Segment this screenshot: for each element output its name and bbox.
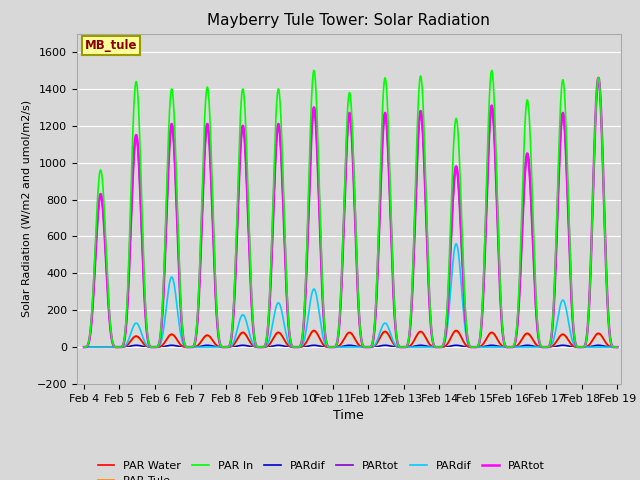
Legend: PAR Water, PAR Tule, PAR In, PARdif, PARtot, PARdif, PARtot: PAR Water, PAR Tule, PAR In, PARdif, PAR… xyxy=(93,456,549,480)
X-axis label: Time: Time xyxy=(333,409,364,422)
Y-axis label: Solar Radiation (W/m2 and umol/m2/s): Solar Radiation (W/m2 and umol/m2/s) xyxy=(21,100,31,317)
Text: MB_tule: MB_tule xyxy=(85,39,138,52)
Title: Mayberry Tule Tower: Solar Radiation: Mayberry Tule Tower: Solar Radiation xyxy=(207,13,490,28)
